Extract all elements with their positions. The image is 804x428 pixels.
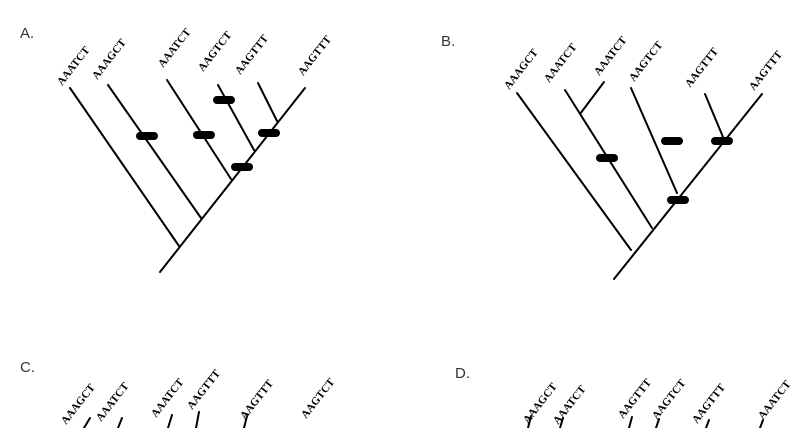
panel-a-taxa: AAATCT AAAGCT AAATCT AAGTCT AAGTTT AAGTT…	[55, 26, 334, 88]
mutation-mark	[667, 196, 689, 204]
taxon-label: AAAGCT	[502, 46, 541, 91]
tree-branch	[167, 414, 173, 428]
tree-branch	[527, 415, 532, 428]
mutation-mark	[193, 131, 215, 139]
tree-branch	[243, 415, 248, 428]
taxon-label: AAGTCT	[299, 376, 338, 421]
panel-a-mutation-marks	[136, 96, 280, 171]
tree-branch	[83, 417, 91, 428]
tree-branch	[579, 81, 605, 115]
taxon-label: AAATCT	[542, 41, 580, 85]
taxon-label: AAGTTT	[185, 367, 223, 412]
tree-branch	[217, 84, 255, 151]
taxon-label: AAATCT	[592, 34, 630, 78]
taxon-label: AAGTTT	[616, 376, 654, 421]
panel-d: D. AAAGCT AAATCT AAGTTT AAGTCT AAGTTT AA…	[455, 365, 794, 428]
taxon-label: AAATCT	[94, 380, 132, 424]
mutation-mark	[136, 132, 158, 140]
tree-branch	[705, 419, 710, 428]
tree-branch	[257, 82, 278, 122]
tree-branch	[655, 418, 660, 428]
panel-b: B. AAAGCT AAATCT AAATCT AAGTCT AAGTTT AA…	[441, 33, 785, 280]
tree-branch	[69, 87, 180, 247]
mutation-mark	[231, 163, 253, 171]
mutation-mark	[711, 137, 733, 145]
tree-branch	[704, 93, 724, 138]
taxon-label: AAGTCT	[196, 29, 235, 74]
tree-branch	[613, 93, 763, 280]
tree-branch	[195, 411, 200, 428]
panel-b-label: B.	[441, 33, 455, 50]
taxon-label: AAGTCT	[627, 39, 666, 84]
mutation-mark	[596, 154, 618, 162]
panel-c: C. AAAGCT AAATCT AAATCT AAGTTT AAGTTT AA…	[20, 359, 338, 428]
panel-b-tree	[516, 81, 763, 280]
mutation-mark	[661, 137, 683, 145]
tree-branch	[166, 79, 232, 180]
tree-branch	[159, 87, 306, 273]
tree-branch	[630, 87, 678, 194]
tree-branch	[559, 417, 564, 428]
panel-d-tree	[527, 415, 764, 428]
mutation-mark	[213, 96, 235, 104]
taxon-label: AAGTTT	[747, 48, 785, 93]
taxon-label: AAGTTT	[233, 32, 271, 77]
taxon-label: AAATCT	[756, 378, 794, 422]
mutation-mark	[258, 129, 280, 137]
panel-d-label: D.	[455, 365, 470, 382]
panel-c-label: C.	[20, 359, 35, 376]
panel-a: A. AAATCT AAAGCT AAATCT AAGTCT AAGTTT AA…	[20, 25, 334, 273]
panel-b-mutation-marks	[596, 137, 733, 204]
taxon-label: AAGTTT	[683, 45, 721, 90]
taxon-label: AAAGCT	[90, 36, 129, 81]
panel-b-taxa: AAAGCT AAATCT AAATCT AAGTCT AAGTTT AAGTT…	[502, 34, 785, 93]
taxon-label: AAGTTT	[296, 33, 334, 78]
tree-branch	[759, 419, 764, 428]
tree-branch	[628, 416, 633, 428]
taxon-label: AAATCT	[55, 44, 93, 88]
panel-d-taxa: AAAGCT AAATCT AAGTTT AAGTCT AAGTTT AAATC…	[521, 376, 794, 427]
panel-a-label: A.	[20, 25, 34, 42]
panel-a-tree	[69, 79, 306, 273]
tree-branch	[516, 92, 632, 251]
tree-branch	[117, 417, 123, 428]
taxon-label: AAAGCT	[59, 381, 98, 426]
taxon-label: AAGTTT	[238, 377, 276, 422]
taxon-label: AAATCT	[156, 26, 194, 70]
panel-c-tree	[83, 411, 248, 428]
tree-branch	[107, 84, 202, 219]
taxon-label: AAGTCT	[650, 377, 689, 422]
taxon-label: AAATCT	[149, 376, 187, 420]
